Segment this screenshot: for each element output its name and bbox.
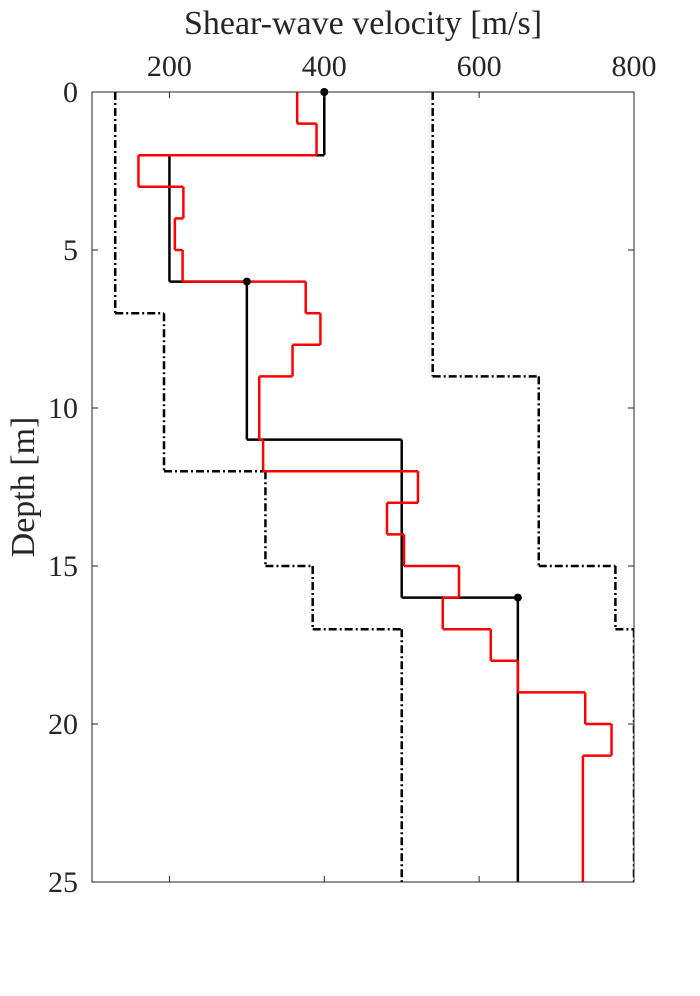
x-tick-label: 400: [302, 50, 347, 83]
x-tick-label: 600: [457, 50, 502, 83]
y-axis-label: Depth [m]: [5, 417, 42, 558]
y-tick-label: 10: [48, 392, 78, 425]
plot-frame: [91, 91, 635, 883]
point: [242, 277, 251, 286]
plot: [113, 92, 634, 882]
x-tick-label: 200: [147, 50, 192, 83]
y-tick-label: 20: [48, 708, 78, 741]
x-tick-label: 800: [612, 50, 657, 83]
y-tick-label: 25: [48, 866, 78, 899]
y-tick-label: 15: [48, 550, 78, 583]
y-tick-label: 0: [63, 76, 78, 109]
x-axis-label: Shear-wave velocity [m/s]: [184, 5, 542, 42]
point: [513, 593, 522, 602]
y-tick-label: 5: [63, 234, 78, 267]
